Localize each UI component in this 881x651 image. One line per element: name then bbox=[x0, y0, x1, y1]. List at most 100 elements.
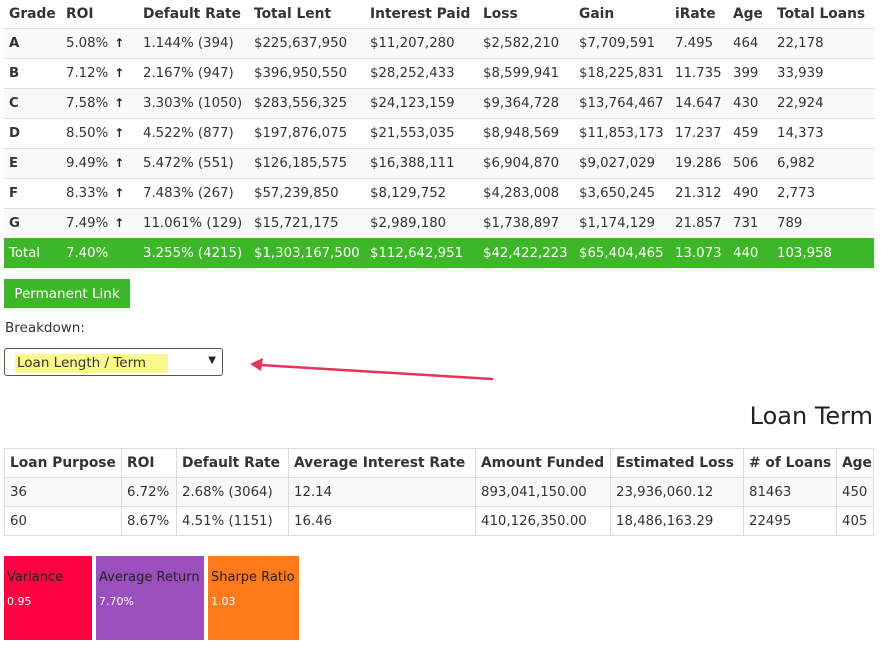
header-interest-paid[interactable]: Interest Paid bbox=[370, 6, 471, 22]
cell-interest-paid: $24,123,159 bbox=[365, 88, 478, 119]
cell-roi: 5.08% ↑ bbox=[61, 28, 138, 59]
cell-text: 4.522% (877) bbox=[143, 126, 234, 141]
cell-text: $13,764,467 bbox=[579, 96, 664, 111]
header-amount-funded[interactable]: Amount Funded bbox=[475, 448, 611, 478]
cell-default-rate: 1.144% (394) bbox=[138, 28, 249, 59]
total-irate: 13.073 bbox=[670, 238, 728, 268]
cell-text: $11,853,173 bbox=[579, 126, 664, 141]
cell-text: 1.144% (394) bbox=[143, 36, 234, 51]
cell-default-rate: 3.303% (1050) bbox=[138, 88, 249, 119]
cell-loss: $8,948,569 bbox=[478, 118, 574, 149]
cell-roi: 8.33% ↑ bbox=[61, 178, 138, 209]
total-gain: $65,404,465 bbox=[574, 238, 670, 268]
cell-text: 464 bbox=[733, 36, 759, 51]
cell-text: 22,178 bbox=[777, 36, 824, 51]
average-return-title: Average Return bbox=[99, 570, 200, 585]
cell-text: E bbox=[9, 156, 19, 171]
cell-text: 5.472% (551) bbox=[143, 156, 234, 171]
breakdown-selected-value: Loan Length / Term bbox=[15, 354, 169, 373]
cell-age: 731 bbox=[728, 208, 772, 239]
total-loss: $42,422,223 bbox=[478, 238, 574, 268]
cell-grade: A bbox=[4, 28, 61, 59]
cell-text: F bbox=[9, 186, 19, 201]
header-average-interest-rate[interactable]: Average Interest Rate bbox=[288, 448, 476, 478]
header-default-rate[interactable]: Default Rate bbox=[143, 6, 241, 22]
header-total-loans[interactable]: Total Loans bbox=[777, 6, 866, 22]
cell-text: 22,924 bbox=[777, 96, 824, 111]
table-row: G 7.49% ↑ 11.061% (129) $15,721,175 $2,989,18… bbox=[4, 208, 874, 239]
header-estimated-loss[interactable]: Estimated Loss bbox=[610, 448, 744, 478]
header-num-loans[interactable]: # of Loans bbox=[743, 448, 837, 478]
total-row: Total 7.40% 3.255% (4215) $1,303,167,500… bbox=[4, 238, 874, 268]
cell-num-loans: 22495 bbox=[743, 506, 837, 536]
roi-value: 7.49% bbox=[66, 216, 109, 231]
cell-text: 11.735 bbox=[675, 66, 722, 81]
header-roi[interactable]: ROI bbox=[121, 448, 177, 478]
breakdown-label: Breakdown: bbox=[5, 320, 85, 336]
header-age[interactable]: Age bbox=[733, 6, 763, 22]
header-roi[interactable]: ROI bbox=[66, 6, 94, 22]
cell-default-rate: 5.472% (551) bbox=[138, 148, 249, 179]
cell-roi: 8.50% ↑ bbox=[61, 118, 138, 149]
cell-default-rate: 7.483% (267) bbox=[138, 178, 249, 209]
table-row: E 9.49% ↑ 5.472% (551) $126,185,575 $16,388,1… bbox=[4, 148, 874, 179]
cell-loss: $1,738,897 bbox=[478, 208, 574, 239]
cell-total-loans: 22,178 bbox=[772, 28, 874, 59]
cell-text: $8,599,941 bbox=[483, 66, 560, 81]
cell-gain: $9,027,029 bbox=[574, 148, 670, 179]
grade-summary-table: Grade ROI Default Rate Total Lent Intere… bbox=[4, 0, 874, 268]
arrow-left-icon bbox=[250, 358, 494, 381]
cell-roi: 7.49% ↑ bbox=[61, 208, 138, 239]
cell-gain: $18,225,831 bbox=[574, 58, 670, 89]
up-arrow-icon: ↑ bbox=[114, 96, 125, 110]
cell-grade: E bbox=[4, 148, 61, 179]
cell-text: $6,904,870 bbox=[483, 156, 560, 171]
cell-interest-paid: $28,252,433 bbox=[365, 58, 478, 89]
up-arrow-icon: ↑ bbox=[114, 36, 125, 50]
table-row: D 8.50% ↑ 4.522% (877) $197,876,075 $21,553,0… bbox=[4, 118, 874, 149]
header-irate[interactable]: iRate bbox=[675, 6, 716, 22]
header-default-rate[interactable]: Default Rate bbox=[176, 448, 289, 478]
cell-text: $16,388,111 bbox=[370, 156, 455, 171]
cell-amount-funded: 410,126,350.00 bbox=[475, 506, 611, 536]
cell-total-loans: 2,773 bbox=[772, 178, 874, 209]
cell-total-lent: $57,239,850 bbox=[249, 178, 365, 209]
variance-value: 0.95 bbox=[7, 595, 32, 608]
cell-text: $1,174,129 bbox=[579, 216, 656, 231]
cell-interest-paid: $21,553,035 bbox=[365, 118, 478, 149]
up-arrow-icon: ↑ bbox=[114, 216, 125, 230]
cell-text: C bbox=[9, 96, 19, 111]
cell-interest-paid: $11,207,280 bbox=[365, 28, 478, 59]
permanent-link-button[interactable]: Permanent Link bbox=[4, 279, 130, 308]
cell-text: $7,709,591 bbox=[579, 36, 656, 51]
header-total-lent[interactable]: Total Lent bbox=[254, 6, 332, 22]
header-gain[interactable]: Gain bbox=[579, 6, 615, 22]
cell-text: $8,948,569 bbox=[483, 126, 560, 141]
cell-total-lent: $283,556,325 bbox=[249, 88, 365, 119]
variance-title: Variance bbox=[7, 570, 64, 585]
breakdown-select[interactable]: Loan Length / Term ▼ bbox=[4, 348, 223, 376]
cell-grade: D bbox=[4, 118, 61, 149]
header-loan-purpose[interactable]: Loan Purpose bbox=[4, 448, 122, 478]
header-age[interactable]: Age bbox=[836, 448, 874, 478]
sharpe-ratio-title: Sharpe Ratio bbox=[211, 570, 295, 585]
cell-total-lent: $197,876,075 bbox=[249, 118, 365, 149]
cell-estimated-loss: 18,486,163.29 bbox=[610, 506, 744, 536]
cell-loss: $4,283,008 bbox=[478, 178, 574, 209]
cell-age: 506 bbox=[728, 148, 772, 179]
roi-value: 5.08% bbox=[66, 36, 109, 51]
table-row: F 8.33% ↑ 7.483% (267) $57,239,850 $8,129,752… bbox=[4, 178, 874, 209]
cell-roi: 6.72% bbox=[121, 477, 177, 507]
up-arrow-icon: ↑ bbox=[114, 126, 125, 140]
grade-table-header: Grade ROI Default Rate Total Lent Intere… bbox=[4, 0, 874, 29]
cell-avg-rate: 12.14 bbox=[288, 477, 476, 507]
cell-loss: $8,599,941 bbox=[478, 58, 574, 89]
roi-value: 7.58% bbox=[66, 96, 109, 111]
header-loss[interactable]: Loss bbox=[483, 6, 518, 22]
caret-down-icon: ▼ bbox=[208, 355, 216, 366]
cell-age: 430 bbox=[728, 88, 772, 119]
up-arrow-icon: ↑ bbox=[114, 186, 125, 200]
header-grade[interactable]: Grade bbox=[9, 6, 56, 22]
cell-num-loans: 81463 bbox=[743, 477, 837, 507]
cell-text: 2.167% (947) bbox=[143, 66, 234, 81]
